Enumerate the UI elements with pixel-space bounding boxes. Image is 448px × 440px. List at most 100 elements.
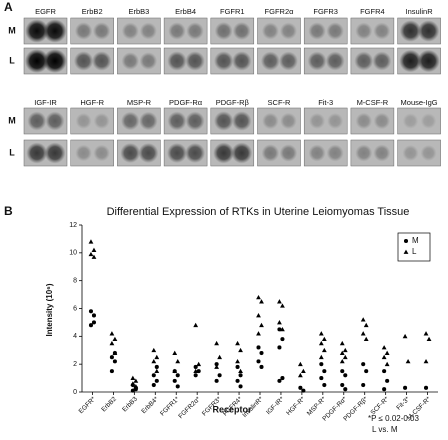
point: [277, 327, 282, 332]
point: [91, 320, 97, 325]
blot-spot: [309, 113, 326, 129]
point: [154, 364, 159, 369]
blot-spot: [75, 113, 92, 129]
legend-label: L: [412, 247, 417, 256]
point: [214, 340, 220, 346]
point: [259, 364, 264, 369]
point: [109, 355, 114, 360]
point: [322, 369, 327, 374]
point: [318, 354, 324, 360]
x-axis-label: Receptor: [212, 404, 252, 414]
x-tick-label: FGFR2α*: [177, 395, 202, 420]
y-tick-label: 10: [69, 250, 77, 257]
point: [363, 322, 369, 328]
point: [109, 331, 115, 336]
blot-label: FGFR3: [313, 7, 338, 16]
blot-spot: [261, 144, 280, 162]
x-tick-label: M-CSF-R*: [406, 395, 432, 421]
blot-spot: [214, 22, 233, 40]
point: [217, 354, 223, 360]
point: [235, 378, 240, 383]
point: [277, 299, 282, 304]
point: [319, 376, 324, 381]
point: [214, 378, 219, 383]
point: [88, 239, 94, 244]
point: [384, 350, 390, 355]
blot-label: IGF-IR: [34, 98, 57, 107]
point: [214, 362, 219, 367]
y-tick-label: 0: [73, 389, 77, 396]
point: [256, 331, 261, 336]
blot-spot: [44, 142, 66, 164]
blot-spot: [308, 144, 326, 162]
point: [193, 373, 198, 378]
blot-spot: [92, 22, 111, 40]
blot-label: FGFR4: [360, 7, 385, 16]
x-tick-label: ErbB4*: [140, 395, 160, 415]
point: [235, 364, 240, 369]
blot-spot: [139, 22, 157, 40]
blot-spot: [402, 113, 419, 129]
y-tick-label: 8: [73, 278, 77, 285]
blot-spot: [27, 111, 47, 131]
point: [175, 373, 180, 378]
blot-spot: [186, 22, 204, 40]
point: [381, 354, 387, 360]
point: [297, 361, 303, 367]
row-label: M: [8, 115, 16, 125]
blot-spot: [417, 20, 440, 42]
point: [382, 369, 387, 374]
point: [151, 383, 156, 388]
point: [342, 347, 348, 353]
blot-spot: [213, 51, 234, 71]
point: [196, 369, 201, 374]
blot-spot: [25, 19, 49, 43]
blot-label: EGFR: [35, 7, 56, 16]
point: [360, 331, 366, 336]
point: [112, 336, 118, 342]
row-label: L: [9, 55, 15, 65]
point: [385, 378, 390, 383]
point: [340, 369, 345, 374]
point: [88, 251, 94, 257]
point: [238, 368, 243, 374]
point: [130, 375, 136, 381]
point: [363, 336, 369, 342]
point: [91, 247, 97, 252]
point: [193, 322, 199, 328]
point: [322, 383, 327, 388]
blot-spot: [279, 144, 298, 162]
blot-spot: [307, 51, 327, 71]
row-label: L: [9, 147, 15, 157]
point: [343, 373, 348, 378]
x-tick-label: Fit-3*: [395, 395, 411, 411]
blot-label: ErbB3: [128, 7, 149, 16]
point: [402, 333, 408, 339]
blot-label: SCF-R: [268, 98, 291, 107]
blot-spot: [402, 145, 419, 161]
blot-spot: [278, 51, 298, 71]
point: [109, 369, 114, 374]
blot-spot: [261, 22, 279, 40]
point: [280, 376, 285, 381]
blot-label: ErbB2: [82, 7, 103, 16]
blot-spot: [373, 22, 391, 40]
point: [214, 364, 220, 369]
blot-spot: [280, 112, 297, 130]
blot-spot: [24, 49, 49, 73]
point: [361, 362, 366, 367]
blot-spot: [420, 113, 437, 129]
point: [109, 340, 115, 346]
blot-spot: [399, 20, 422, 42]
point: [91, 254, 97, 259]
point: [133, 378, 139, 383]
legend-marker: [403, 238, 409, 244]
point: [259, 350, 264, 356]
blot-spot: [121, 52, 140, 70]
point: [154, 354, 160, 360]
row-label: M: [8, 25, 16, 35]
point: [175, 358, 181, 364]
point: [426, 336, 432, 342]
point: [112, 359, 117, 364]
